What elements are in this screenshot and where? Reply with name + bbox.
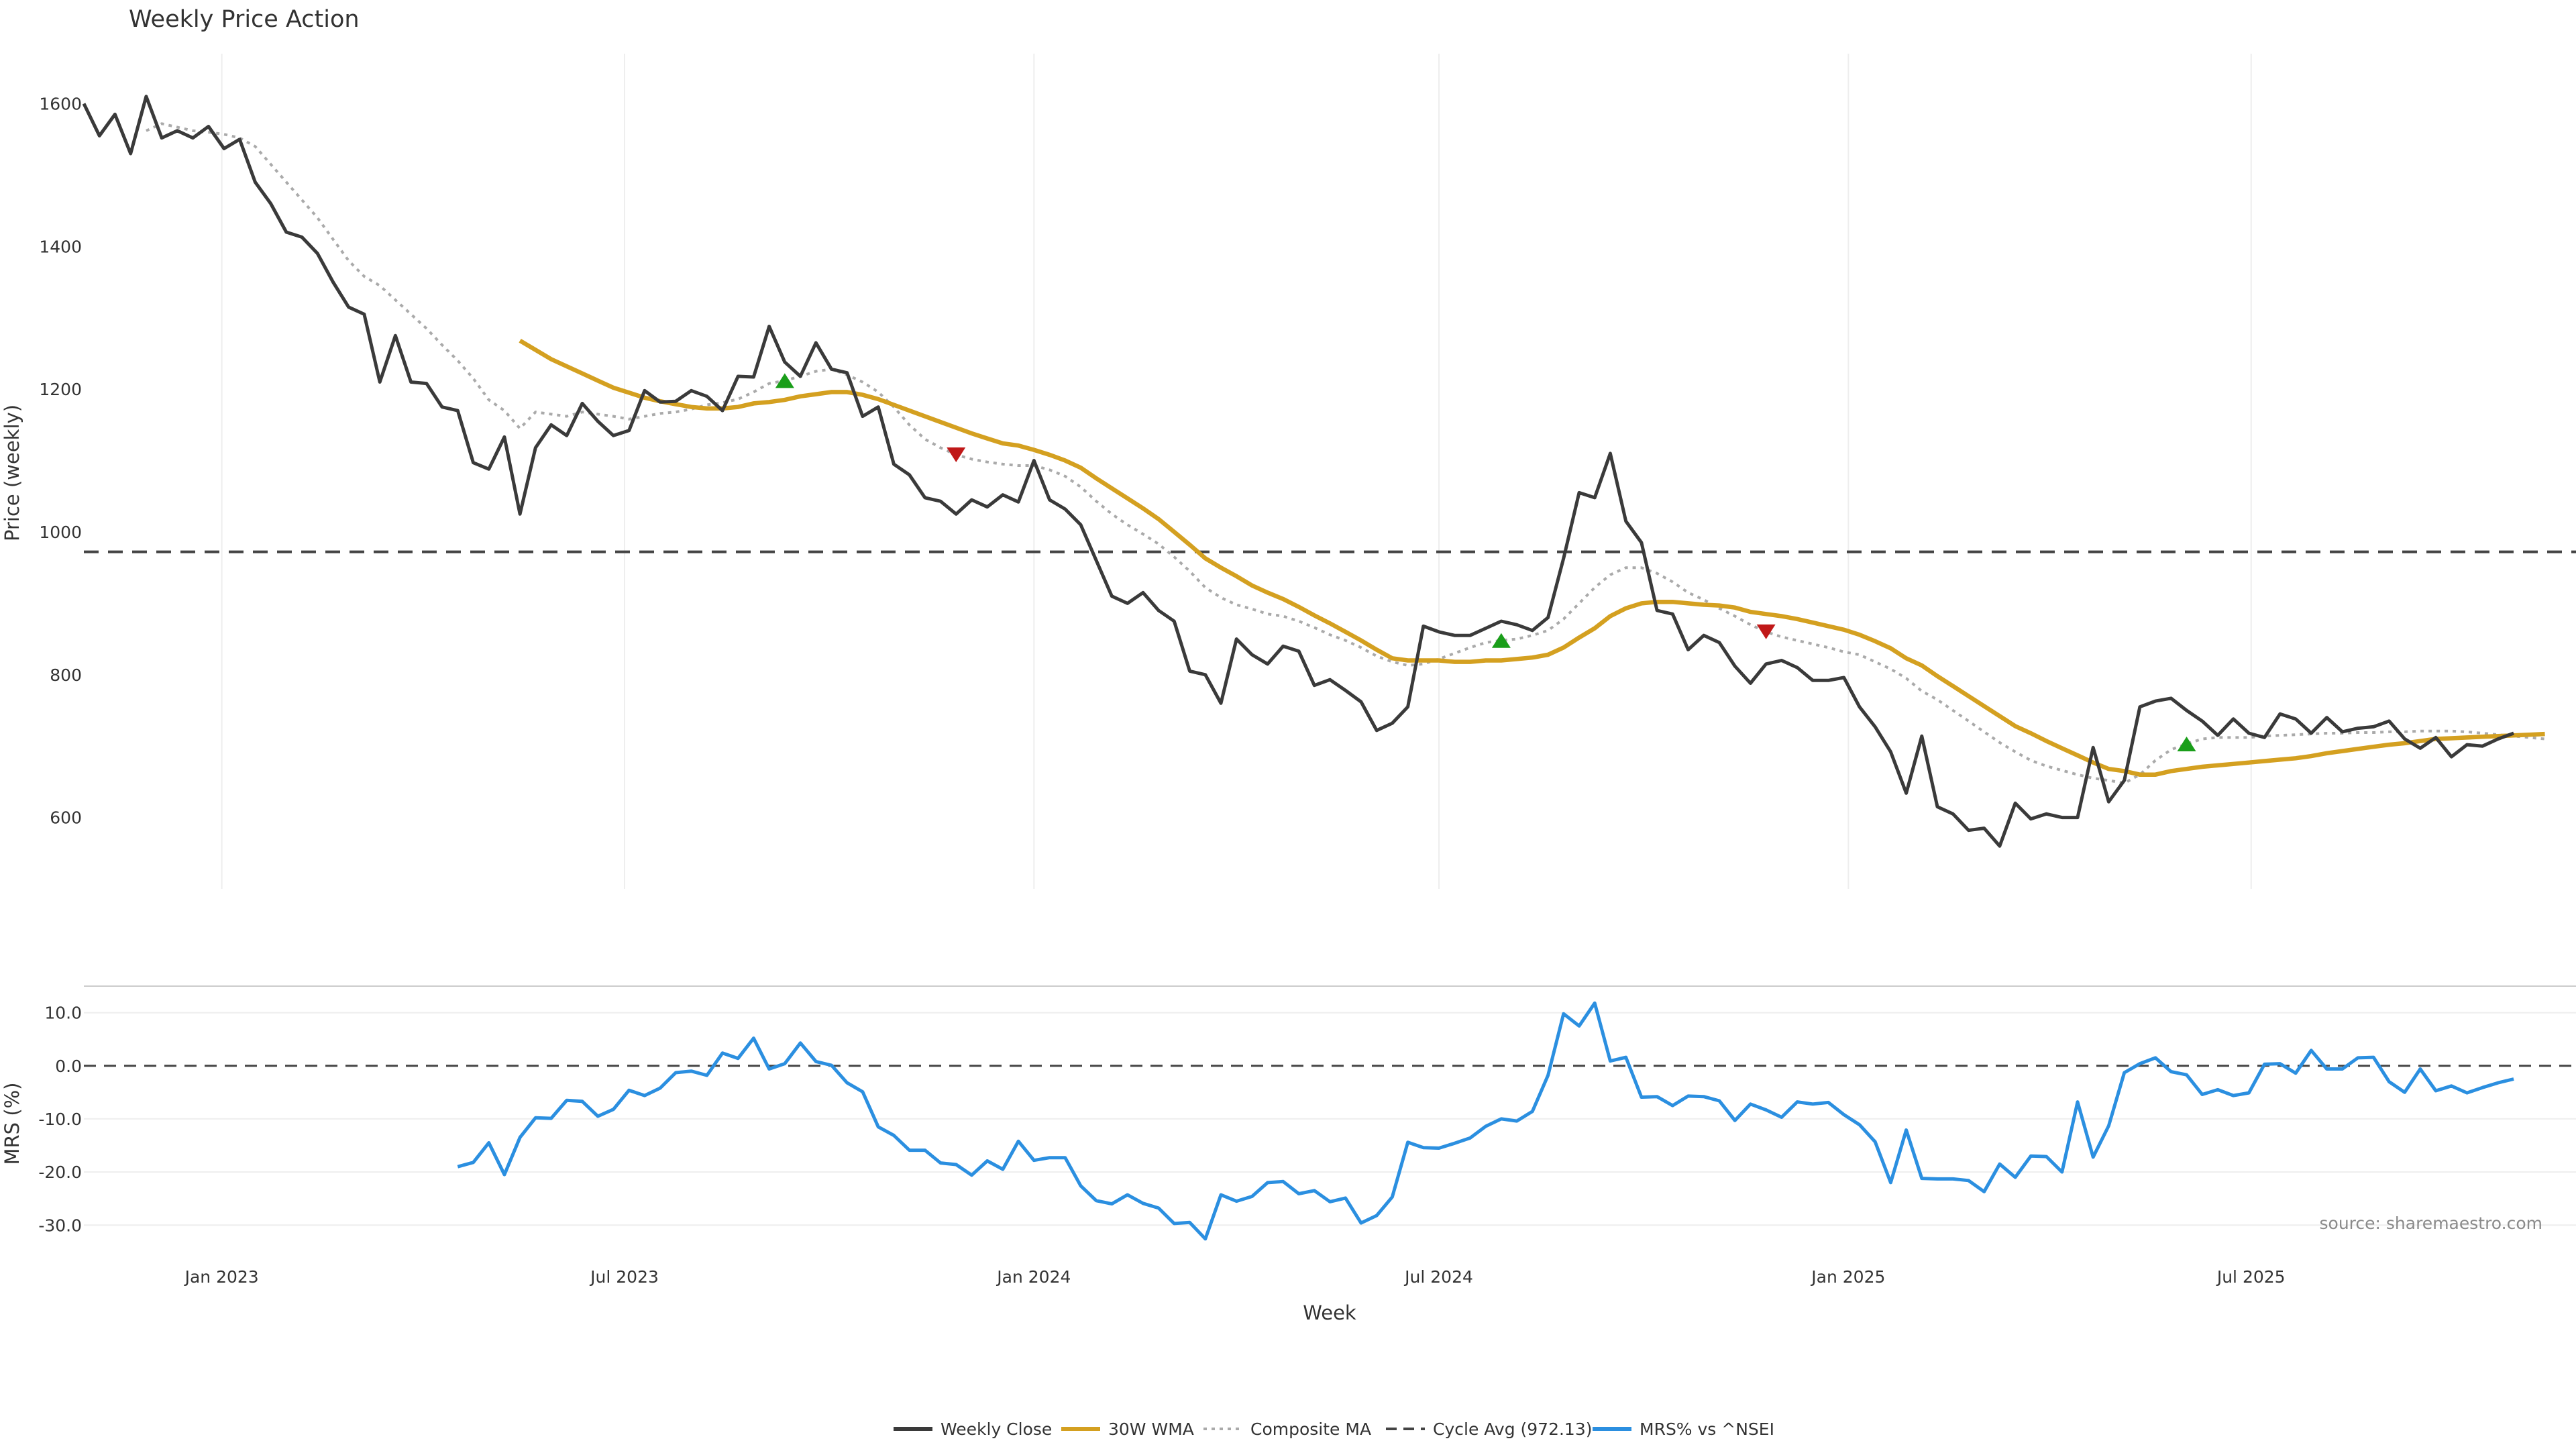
chart-title: Weekly Price Action [129, 6, 360, 33]
buy-signal-marker [2177, 736, 2196, 751]
mrs-y-tick-label: 0.0 [55, 1057, 82, 1076]
buy-signal-marker [1491, 633, 1511, 648]
mrs-y-tick-label: -20.0 [38, 1163, 82, 1182]
x-axis-label: Week [1303, 1301, 1356, 1324]
legend-label: MRS% vs ^NSEI [1640, 1419, 1774, 1439]
price-y-axis: 600 800 1000 1200 1400 1600 [39, 94, 82, 827]
mrs-y-axis: 10.0 0.0 -10.0 -20.0 -30.0 [38, 1004, 82, 1236]
legend-label: Composite MA [1250, 1419, 1371, 1439]
price-y-tick-label: 800 [50, 665, 82, 685]
wma-30w-line [519, 339, 2545, 777]
buy-signal-marker [775, 373, 794, 388]
x-tick-label: Jul 2025 [2216, 1267, 2286, 1287]
legend-label: Weekly Close [941, 1419, 1052, 1439]
legend-item: Composite MA [1203, 1419, 1371, 1439]
legend-item: Cycle Avg (972.13) [1386, 1419, 1593, 1439]
price-y-tick-label: 1000 [39, 523, 82, 542]
price-y-tick-label: 600 [50, 808, 82, 828]
price-grid [221, 54, 2252, 889]
x-axis: Jan 2023 Jul 2023 Jan 2024 Jul 2024 Jan 2025… [184, 1267, 2286, 1287]
legend-label: Cycle Avg (972.13) [1433, 1419, 1593, 1439]
legend-label: 30W WMA [1108, 1419, 1194, 1439]
price-y-axis-label: Price (weekly) [1, 405, 23, 541]
mrs-line [457, 1001, 2514, 1241]
legend-item: MRS% vs ^NSEI [1593, 1419, 1774, 1439]
mrs-y-tick-label: -30.0 [38, 1216, 82, 1235]
mrs-y-tick-label: -10.0 [38, 1110, 82, 1129]
mrs-grid [84, 1012, 2576, 1226]
x-tick-label: Jan 2025 [1810, 1267, 1885, 1287]
mrs-y-axis-label: MRS (%) [1, 1083, 23, 1165]
sell-signal-marker [1756, 624, 1776, 639]
source-credit: source: sharemaestro.com [2320, 1214, 2543, 1233]
x-tick-label: Jul 2023 [589, 1267, 659, 1287]
legend-item: 30W WMA [1061, 1419, 1194, 1439]
weekly-close-line [82, 95, 2514, 848]
x-tick-label: Jul 2024 [1403, 1267, 1473, 1287]
mrs-y-tick-label: 10.0 [44, 1004, 82, 1023]
legend: Weekly Close 30W WMA Composite MA Cycle Avg… [894, 1419, 1774, 1439]
signal-markers [775, 373, 2196, 751]
price-y-tick-label: 1400 [39, 237, 82, 256]
price-y-tick-label: 1600 [39, 94, 82, 113]
sell-signal-marker [947, 447, 966, 463]
price-y-tick-label: 1200 [39, 380, 82, 399]
composite-ma-line [146, 122, 2545, 785]
legend-item: Weekly Close [894, 1419, 1052, 1439]
x-tick-label: Jan 2023 [184, 1267, 259, 1287]
x-tick-label: Jan 2024 [996, 1267, 1071, 1287]
